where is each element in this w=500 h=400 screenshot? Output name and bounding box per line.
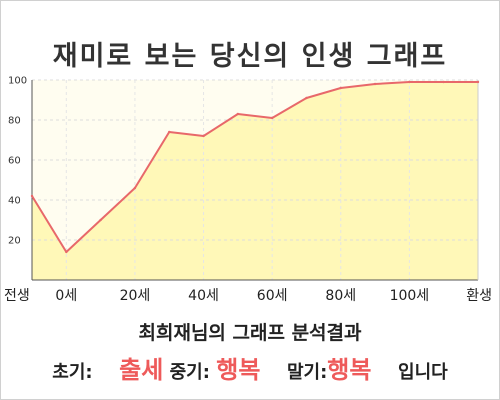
data-point: [476, 80, 480, 84]
early-value: 출세: [119, 356, 164, 384]
x-tick-label: 60세: [257, 288, 288, 304]
late-value: 행복: [327, 356, 372, 384]
x-tick-label: 20세: [120, 288, 151, 304]
analysis-summary: 초기: 출세 중기: 행복 말기:행복 입니다: [0, 350, 500, 385]
data-point: [408, 80, 411, 84]
x-tick-label: 0세: [55, 288, 77, 304]
x-tick-label: 40세: [188, 288, 219, 304]
analysis-subtitle: 최희재님의 그래프 분석결과: [138, 322, 362, 344]
chart-title: 재미로 보는 당신의 인생 그래프: [52, 41, 448, 72]
data-point: [133, 186, 137, 190]
late-label: 말기:: [286, 362, 328, 383]
data-point: [168, 130, 171, 134]
y-tick-label: 60: [8, 156, 21, 167]
data-point: [30, 194, 34, 198]
series-line: [31, 81, 478, 253]
data-point: [442, 80, 445, 84]
data-point: [202, 134, 205, 138]
ending-text: 입니다: [398, 362, 448, 383]
data-point: [236, 112, 240, 116]
middle-label: 중기:: [169, 362, 210, 383]
data-point: [339, 86, 342, 90]
middle-value: 행복: [216, 356, 261, 384]
x-tick-label: 전생: [4, 288, 30, 304]
x-tick-label: 80세: [325, 288, 356, 304]
data-point: [305, 96, 308, 100]
data-point: [270, 116, 274, 120]
x-tick-label: 100세: [390, 288, 430, 304]
y-tick-label: 80: [8, 116, 21, 127]
y-tick-label: 40: [8, 196, 21, 207]
y-tick-label: 100: [8, 76, 27, 87]
plot-area: 20 40 60 80 100 전생 0세 20세 40세 60세 80세 100세 환생: [4, 76, 492, 305]
data-point: [65, 250, 68, 254]
y-tick-label: 20: [8, 236, 21, 247]
area-fill: [32, 82, 478, 280]
data-point: [373, 82, 377, 86]
x-tick-label: 환생: [466, 288, 492, 304]
data-point: [99, 218, 102, 222]
early-label: 초기:: [52, 362, 93, 383]
